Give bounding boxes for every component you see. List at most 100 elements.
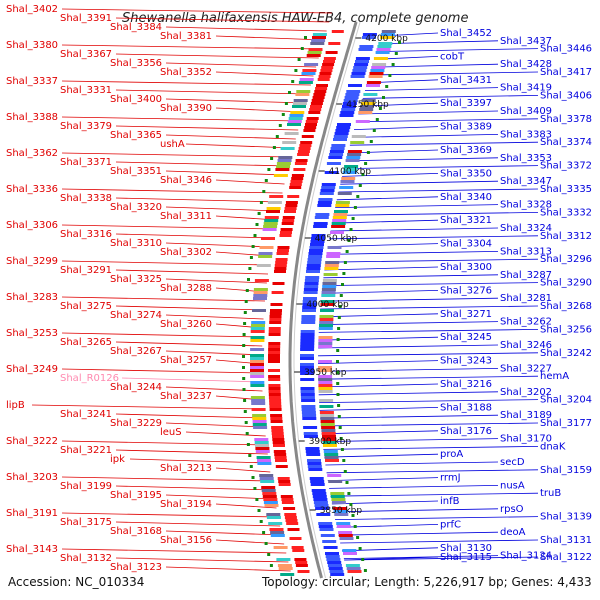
reverse-gene-mark [345, 93, 360, 96]
cog-band-mark [275, 168, 290, 171]
cog-band-mark [276, 558, 291, 561]
reverse-gene-mark [340, 111, 355, 114]
right-connector [351, 134, 499, 138]
reverse-gene-mark [358, 48, 373, 51]
forward-gene-mark [314, 90, 327, 93]
forward-gene-mark [273, 450, 286, 453]
forward-gene-mark [310, 102, 323, 105]
cog-band-mark [266, 516, 281, 519]
reverse-gene-mark [351, 72, 366, 75]
forward-gene-mark [323, 60, 335, 63]
right-gene-label: Shal_3332 [540, 207, 592, 218]
right-gene-label: Shal_3131 [540, 535, 592, 546]
forward-gene-mark [268, 351, 281, 354]
reverse-gene-mark [311, 489, 326, 492]
reverse-gene-mark [311, 237, 325, 240]
right-gene-label: Shal_3353 [500, 153, 552, 164]
right-gene-label: Shal_3256 [540, 324, 592, 335]
forward-gene-mark [275, 258, 288, 261]
reverse-gene-mark [301, 408, 316, 411]
left-connector [165, 206, 279, 212]
right-connector [321, 290, 439, 294]
right-connector [376, 48, 539, 52]
reverse-gene-mark [300, 330, 315, 333]
right-connector [333, 508, 499, 513]
right-gene-label: Shal_3409 [500, 106, 552, 117]
left-gene-label: Shal_3351 [110, 166, 162, 177]
reverse-gene-mark [328, 156, 343, 159]
left-gene-label: Shal_3362 [6, 148, 58, 159]
reverse-gene-mark [350, 75, 365, 78]
cog-band-mark [336, 522, 351, 525]
reverse-gene-mark [312, 495, 327, 498]
cog-band-mark [331, 222, 346, 225]
cog-band-mark [269, 195, 284, 198]
feature-dot [275, 135, 279, 138]
left-connector [215, 179, 285, 185]
cog-band-mark [277, 159, 292, 162]
reverse-gene-mark [314, 216, 329, 219]
kbp-ticks: 4200 kbp 4150 kbp 4100 kbp 4050 kbp 4000 kbp… [294, 34, 408, 516]
left-gene-label: Shal_3299 [6, 256, 58, 267]
cog-band-mark [261, 237, 275, 240]
right-connector [369, 71, 539, 76]
cog-band-mark [342, 171, 357, 174]
right-gene-label: Shal_3452 [440, 28, 492, 39]
cog-band-mark [324, 264, 339, 267]
reverse-gene-mark [300, 336, 315, 339]
feature-dot [267, 168, 271, 171]
right-connector [323, 446, 539, 450]
left-gene-label: Shal_3336 [6, 184, 58, 195]
left-connector [215, 503, 277, 509]
cog-band-mark [323, 273, 338, 276]
feature-dot [253, 234, 257, 237]
reverse-gene-mark [343, 99, 358, 102]
feature-dot [394, 52, 398, 55]
cog-band-mark [302, 69, 317, 72]
cog-band-mark [270, 534, 285, 537]
left-gene-label: Shal_3283 [6, 292, 58, 303]
right-connector [330, 227, 499, 232]
left-gene-label: Shal_3302 [160, 247, 212, 258]
right-connector [318, 352, 539, 357]
forward-gene-mark [268, 354, 280, 357]
cog-band-mark [330, 495, 345, 498]
reverse-gene-mark [305, 276, 320, 279]
cog-band-mark [331, 225, 346, 228]
reverse-gene-mark [329, 570, 344, 573]
forward-gene-mark [325, 51, 338, 54]
forward-gene-mark [274, 270, 286, 273]
forward-gene-mark [268, 345, 281, 348]
right-gene-label: infB [440, 496, 460, 507]
reverse-gene-mark [342, 102, 357, 105]
cog-band-mark [312, 33, 327, 36]
feature-dot [382, 96, 385, 99]
reverse-gene-mark [315, 213, 330, 216]
right-gene-label: Shal_3122 [540, 552, 592, 563]
forward-gene-mark [317, 78, 330, 81]
forward-gene-mark [268, 387, 281, 390]
cog-band-mark [321, 426, 336, 429]
forward-gene-mark [268, 369, 280, 372]
cog-band-mark [322, 285, 337, 288]
right-gene-label: Shal_3188 [440, 402, 492, 413]
reverse-gene-mark [329, 150, 344, 153]
right-connector [347, 149, 439, 154]
left-connector [215, 71, 314, 77]
left-gene-label: Shal_3371 [60, 157, 112, 168]
reverse-gene-mark [307, 261, 322, 264]
cog-band-mark [322, 279, 337, 282]
cog-band-mark [253, 426, 268, 429]
reverse-gene-mark [342, 105, 356, 108]
feature-dot [372, 129, 376, 132]
left-connector [61, 260, 270, 266]
forward-gene-mark [268, 360, 280, 363]
right-connector [371, 63, 499, 68]
reverse-gene-mark [322, 540, 337, 543]
feature-dot [347, 239, 351, 242]
reverse-gene-mark [302, 306, 317, 309]
cog-band-mark [324, 267, 339, 270]
reverse-gene-mark [300, 378, 315, 381]
right-gene-label: Shal_3350 [440, 168, 492, 179]
cog-band-mark [380, 33, 395, 36]
